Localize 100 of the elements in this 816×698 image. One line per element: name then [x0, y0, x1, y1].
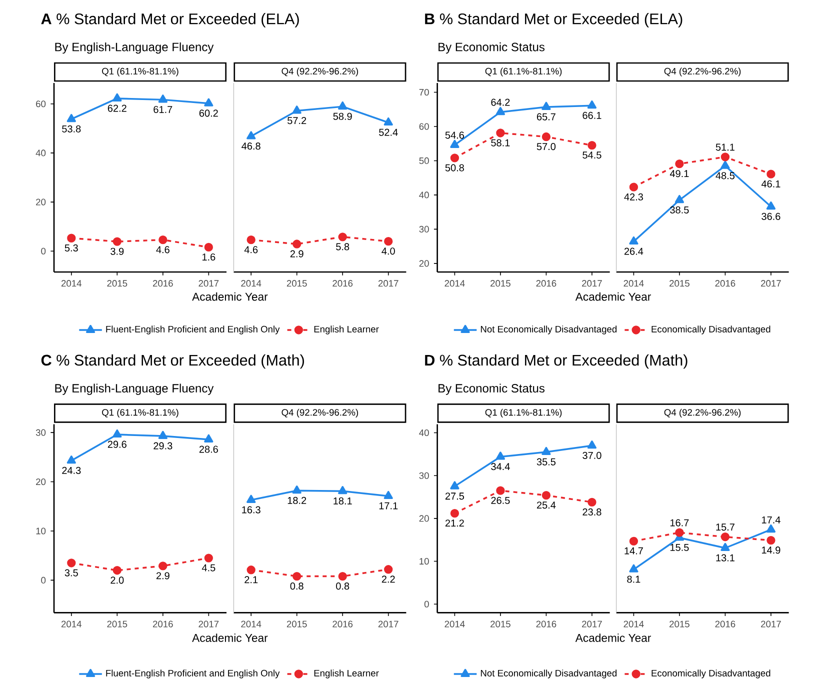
y-tick-label: 20: [36, 478, 46, 486]
point: [384, 565, 393, 574]
point: [720, 542, 730, 552]
x-axis-title: Academic Year: [575, 634, 651, 642]
point: [496, 106, 506, 116]
x-tick-label: 2015: [107, 280, 128, 287]
text: Q1 (61.1%-81.1%): [485, 68, 562, 76]
text: Q4 (92.2%-96.2%): [664, 408, 741, 418]
data-label: 13.1: [716, 554, 734, 562]
data-label: 21.2: [445, 520, 464, 527]
legend-label: English Learner: [314, 326, 379, 334]
data-label: 53.8: [62, 125, 81, 132]
point: [450, 140, 460, 148]
x-tick-label: 2015: [490, 280, 510, 287]
point: [204, 434, 214, 442]
data-label: 28.6: [199, 446, 218, 453]
point: [204, 242, 213, 252]
data-label: 2.9: [290, 250, 304, 258]
x-tick-label: 2014: [444, 620, 465, 628]
data-label: 34.4: [491, 463, 510, 470]
text: Q4 (92.2%-96.2%): [282, 408, 358, 418]
data-label: 17.1: [379, 502, 398, 510]
x-tick-label: 2015: [286, 280, 307, 287]
chart-title: A % Standard Met or Exceeded (ELA): [41, 13, 299, 28]
data-label: 57.2: [288, 117, 306, 124]
point: [112, 429, 122, 438]
point: [450, 508, 460, 518]
x-tick-label: 2014: [624, 280, 644, 287]
point: [292, 106, 302, 114]
x-axis-title: Academic Year: [192, 292, 268, 301]
point: [450, 481, 460, 490]
data-label: 66.1: [582, 112, 602, 119]
y-tick-label: 20: [419, 515, 429, 522]
data-label: 51.1: [716, 144, 734, 151]
text: Q1 (61.1%-81.1%): [485, 408, 562, 418]
data-label: 37.0: [582, 452, 602, 459]
point: [588, 498, 596, 506]
data-label: 2.1: [244, 576, 258, 584]
data-label: 18.1: [334, 497, 352, 504]
data-label: 4.5: [202, 564, 216, 572]
y-tick-label: 30: [419, 226, 429, 232]
data-label: 50.8: [445, 164, 464, 172]
chart-subtitle: By Economic Status: [438, 42, 544, 54]
point: [158, 430, 168, 440]
data-label: 0.8: [336, 582, 350, 590]
data-label: 38.5: [670, 206, 689, 214]
legend-label: Not Economically Disadvantaged: [480, 326, 617, 334]
data-label: 61.7: [154, 106, 172, 114]
chart-title: C % Standard Met or Exceeded (Math): [41, 354, 304, 369]
data-label: 14.7: [624, 547, 643, 554]
y-tick-label: 60: [419, 123, 429, 130]
x-tick-label: 2017: [582, 280, 602, 287]
point: [292, 240, 302, 248]
x-tick-label: 2016: [152, 280, 173, 287]
point: [384, 117, 393, 126]
x-tick-label: 2015: [286, 620, 307, 628]
point: [766, 524, 776, 533]
x-tick-label: 2015: [107, 620, 128, 628]
point: [246, 566, 256, 574]
point: [588, 140, 596, 150]
data-label: 65.7: [536, 113, 556, 120]
x-tick-label: 2014: [624, 620, 644, 628]
text: Q1 (61.1%-81.1%): [102, 68, 178, 76]
data-label: 16.3: [242, 506, 260, 514]
y-tick-label: 0: [41, 248, 46, 254]
point: [292, 572, 302, 581]
data-label: 4.0: [382, 248, 395, 255]
data-label: 2.2: [382, 576, 395, 583]
data-label: 8.1: [627, 576, 640, 583]
point: [67, 234, 76, 242]
y-tick-label: 20: [419, 260, 429, 267]
point: [292, 485, 302, 494]
point: [158, 562, 168, 570]
data-label: 42.3: [624, 193, 643, 200]
data-label: 26.4: [624, 248, 644, 255]
point: [674, 194, 684, 204]
chart-title: D % Standard Met or Exceeded (Math): [425, 354, 688, 369]
data-label: 52.4: [379, 128, 398, 136]
data-label: 5.8: [336, 243, 350, 250]
data-label: 60.2: [199, 110, 218, 117]
data-label: 17.4: [762, 516, 780, 524]
point: [675, 528, 684, 537]
x-tick-label: 2015: [670, 280, 690, 287]
data-label: 16.7: [670, 519, 689, 526]
x-tick-label: 2016: [715, 620, 736, 628]
data-label: 25.4: [536, 502, 556, 509]
point: [675, 159, 684, 168]
data-label: 18.2: [288, 496, 306, 504]
point: [542, 446, 551, 456]
data-label: 54.6: [445, 132, 464, 139]
x-axis-title: Academic Year: [192, 634, 268, 642]
point: [112, 93, 122, 102]
x-tick-label: 2014: [241, 280, 262, 287]
x-tick-label: 2017: [198, 620, 219, 628]
data-label: 35.5: [536, 458, 556, 466]
data-label: 54.5: [582, 152, 602, 159]
y-tick-label: 30: [419, 472, 429, 479]
point: [67, 558, 76, 568]
point: [542, 102, 551, 110]
text: Q1 (61.1%-81.1%): [102, 408, 178, 418]
